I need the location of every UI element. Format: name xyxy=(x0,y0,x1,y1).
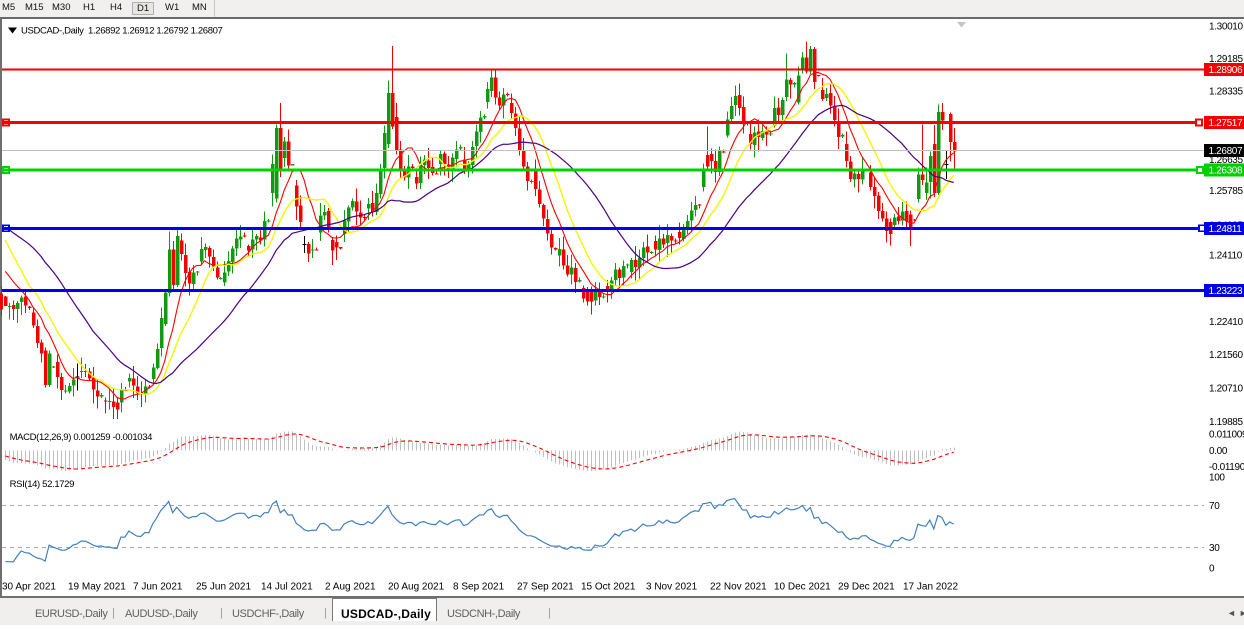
svg-text:1.22410: 1.22410 xyxy=(1209,317,1243,328)
svg-text:0.011009: 0.011009 xyxy=(1209,430,1244,441)
svg-text:1.20710: 1.20710 xyxy=(1209,384,1243,395)
svg-text:19 May 2021: 19 May 2021 xyxy=(68,582,126,593)
svg-text:27 Sep 2021: 27 Sep 2021 xyxy=(517,582,574,593)
svg-text:1.23223: 1.23223 xyxy=(1209,286,1243,297)
svg-text:17 Jan 2022: 17 Jan 2022 xyxy=(903,582,958,593)
svg-text:MACD(12,26,9) 0.001259 -0.0010: MACD(12,26,9) 0.001259 -0.001034 xyxy=(10,432,153,443)
svg-text:1.24110: 1.24110 xyxy=(1209,251,1243,262)
svg-text:1.28906: 1.28906 xyxy=(1209,65,1243,76)
svg-text:100: 100 xyxy=(1209,473,1225,484)
svg-text:7 Jun 2021: 7 Jun 2021 xyxy=(133,582,183,593)
svg-text:0.00: 0.00 xyxy=(1209,446,1228,457)
svg-text:1.29185: 1.29185 xyxy=(1209,54,1243,65)
svg-text:1.30010: 1.30010 xyxy=(1209,22,1243,33)
svg-text:15 Oct 2021: 15 Oct 2021 xyxy=(581,582,636,593)
svg-text:RSI(14) 52.1729: RSI(14) 52.1729 xyxy=(10,479,75,490)
svg-text:1.26807: 1.26807 xyxy=(1209,146,1243,157)
svg-text:20 Aug 2021: 20 Aug 2021 xyxy=(388,582,445,593)
svg-text:USDCAD-,Daily 1.26892 1.26912: USDCAD-,Daily 1.26892 1.26912 1.26792 1.… xyxy=(21,26,223,37)
svg-text:8 Sep 2021: 8 Sep 2021 xyxy=(453,582,505,593)
svg-text:1.25785: 1.25785 xyxy=(1209,186,1243,197)
svg-text:25 Jun 2021: 25 Jun 2021 xyxy=(196,582,251,593)
svg-text:30 Apr 2021: 30 Apr 2021 xyxy=(2,582,56,593)
svg-text:29 Dec 2021: 29 Dec 2021 xyxy=(838,582,895,593)
svg-text:1.27517: 1.27517 xyxy=(1209,118,1243,129)
svg-text:1.28335: 1.28335 xyxy=(1209,86,1243,97)
svg-text:30: 30 xyxy=(1209,543,1220,554)
svg-text:1.24811: 1.24811 xyxy=(1209,224,1243,235)
svg-text:1.26308: 1.26308 xyxy=(1209,166,1243,177)
svg-text:2 Aug 2021: 2 Aug 2021 xyxy=(325,582,376,593)
svg-text:14 Jul 2021: 14 Jul 2021 xyxy=(261,582,313,593)
svg-text:3 Nov 2021: 3 Nov 2021 xyxy=(646,582,698,593)
svg-text:10 Dec 2021: 10 Dec 2021 xyxy=(774,582,831,593)
svg-text:1.21560: 1.21560 xyxy=(1209,350,1243,361)
svg-text:22 Nov 2021: 22 Nov 2021 xyxy=(710,582,767,593)
svg-text:0: 0 xyxy=(1209,564,1215,575)
svg-text:1.19885: 1.19885 xyxy=(1209,417,1243,428)
svg-text:1.26635: 1.26635 xyxy=(1209,155,1243,166)
svg-text:70: 70 xyxy=(1209,501,1220,512)
svg-text:-0.011909: -0.011909 xyxy=(1209,462,1244,473)
